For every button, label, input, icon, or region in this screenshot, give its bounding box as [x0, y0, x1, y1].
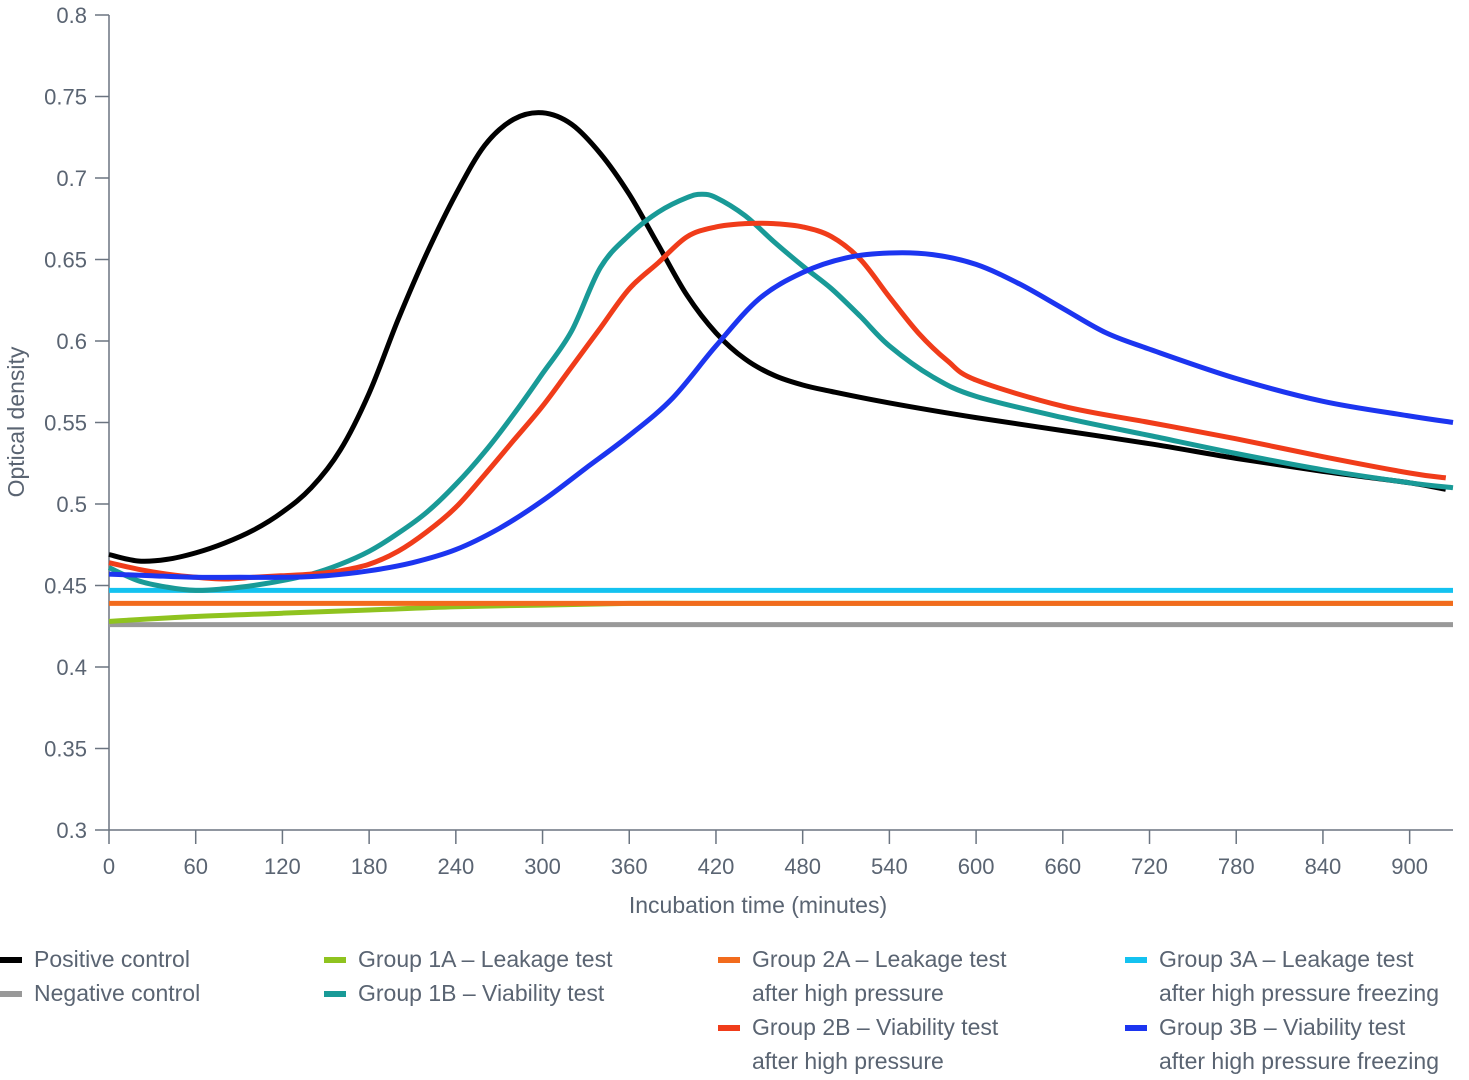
y-tick-label: 0.55 — [44, 411, 87, 436]
series-line-group-1a-leakage-test — [108, 600, 1453, 624]
legend-label: Group 1B – Viability test — [358, 976, 604, 1010]
legend-label-line: Group 3B – Viability test — [1159, 1014, 1406, 1040]
series-layer — [107, 110, 1454, 628]
legend-item: Group 3B – Viability test after high pres… — [1125, 1010, 1439, 1078]
x-tick-label: 840 — [1305, 854, 1342, 879]
legend-swatch — [1125, 1025, 1147, 1031]
series-line-group-1b-viability-test — [107, 191, 1454, 593]
legend-swatch — [1125, 957, 1147, 963]
legend-swatch — [0, 957, 22, 963]
x-tick-label: 780 — [1218, 854, 1255, 879]
y-axis: 0.3 0.35 0.4 0.45 0.5 0.55 0.6 0.65 0.7 0.75 0.8 — [44, 3, 110, 843]
series-line-group-3b-viability-test-after-high-pressure-freezing — [108, 250, 1454, 580]
x-axis: 0 60 120 180 240 300 360 420 480 540 600 660 720 780 8… — [103, 829, 1453, 879]
legend-item: Group 1B – Viability test — [324, 976, 604, 1010]
legend-label: Group 2B – Viability test after high pres… — [752, 1010, 998, 1078]
series-line-positive-control — [108, 110, 1447, 564]
legend: Positive control Negative control Group 1A… — [0, 942, 1469, 1080]
legend-label-line: after high pressure — [752, 1048, 944, 1074]
legend-item: Group 3A – Leakage test after high pressu… — [1125, 942, 1439, 1010]
legend-label: Group 3A – Leakage test after high pressu… — [1159, 942, 1439, 1010]
legend-label-line: Negative control — [34, 980, 201, 1006]
legend-swatch — [0, 991, 22, 997]
y-axis-title: Optical density — [3, 346, 29, 497]
legend-label-line: after high pressure freezing — [1159, 980, 1439, 1006]
y-tick-label: 0.6 — [56, 329, 87, 354]
y-tick-label: 0.35 — [44, 737, 87, 762]
x-tick-label: 600 — [958, 854, 995, 879]
x-tick-label: 720 — [1131, 854, 1168, 879]
legend-item: Positive control — [0, 942, 190, 976]
legend-swatch — [324, 957, 346, 963]
legend-item: Group 2A – Leakage test after high pressu… — [718, 942, 1006, 1010]
legend-label: Positive control — [34, 942, 190, 976]
legend-label-line: after high pressure freezing — [1159, 1048, 1439, 1074]
x-tick-label: 480 — [784, 854, 821, 879]
x-tick-label: 900 — [1391, 854, 1428, 879]
legend-label-line: Group 1A – Leakage test — [358, 946, 613, 972]
x-tick-label: 120 — [264, 854, 301, 879]
x-tick-label: 360 — [611, 854, 648, 879]
y-tick-label: 0.45 — [44, 574, 87, 599]
y-tick-label: 0.3 — [56, 818, 87, 843]
legend-label: Negative control — [34, 976, 200, 1010]
legend-swatch — [718, 957, 740, 963]
legend-swatch — [718, 1025, 740, 1031]
line-chart: 0.3 0.35 0.4 0.45 0.5 0.55 0.6 0.65 0.7 0.75 0.8 0… — [3, 3, 1454, 918]
legend-label-line: Positive control — [34, 946, 190, 972]
y-tick-label: 0.4 — [56, 655, 87, 680]
legend-label-line: Group 3A – Leakage test — [1159, 946, 1414, 972]
legend-label-line: Group 1B – Viability test — [358, 980, 605, 1006]
x-tick-label: 300 — [524, 854, 561, 879]
y-tick-label: 0.75 — [44, 85, 87, 110]
y-tick-label: 0.7 — [56, 166, 87, 191]
x-tick-label: 240 — [437, 854, 474, 879]
legend-label: Group 1A – Leakage test — [358, 942, 612, 976]
legend-label: Group 3B – Viability test after high pres… — [1159, 1010, 1439, 1078]
x-tick-label: 420 — [698, 854, 735, 879]
x-tick-label: 540 — [871, 854, 908, 879]
x-tick-label: 660 — [1044, 854, 1081, 879]
legend-label-line: after high pressure — [752, 980, 944, 1006]
legend-label-line: Group 2A – Leakage test — [752, 946, 1007, 972]
legend-item: Negative control — [0, 976, 200, 1010]
series-line-group-2b-viability-test-after-high-pressure — [108, 220, 1447, 582]
legend-label-line: Group 2B – Viability test — [752, 1014, 999, 1040]
y-tick-label: 0.8 — [56, 3, 87, 28]
legend-swatch — [324, 991, 346, 997]
x-tick-label: 0 — [103, 854, 115, 879]
y-tick-label: 0.65 — [44, 248, 87, 273]
legend-label: Group 2A – Leakage test after high pressu… — [752, 942, 1006, 1010]
x-tick-label: 180 — [351, 854, 388, 879]
legend-item: Group 1A – Leakage test — [324, 942, 612, 976]
x-tick-label: 60 — [183, 854, 207, 879]
legend-item: Group 2B – Viability test after high pres… — [718, 1010, 998, 1078]
y-tick-label: 0.5 — [56, 492, 87, 517]
x-axis-title: Incubation time (minutes) — [629, 892, 887, 918]
